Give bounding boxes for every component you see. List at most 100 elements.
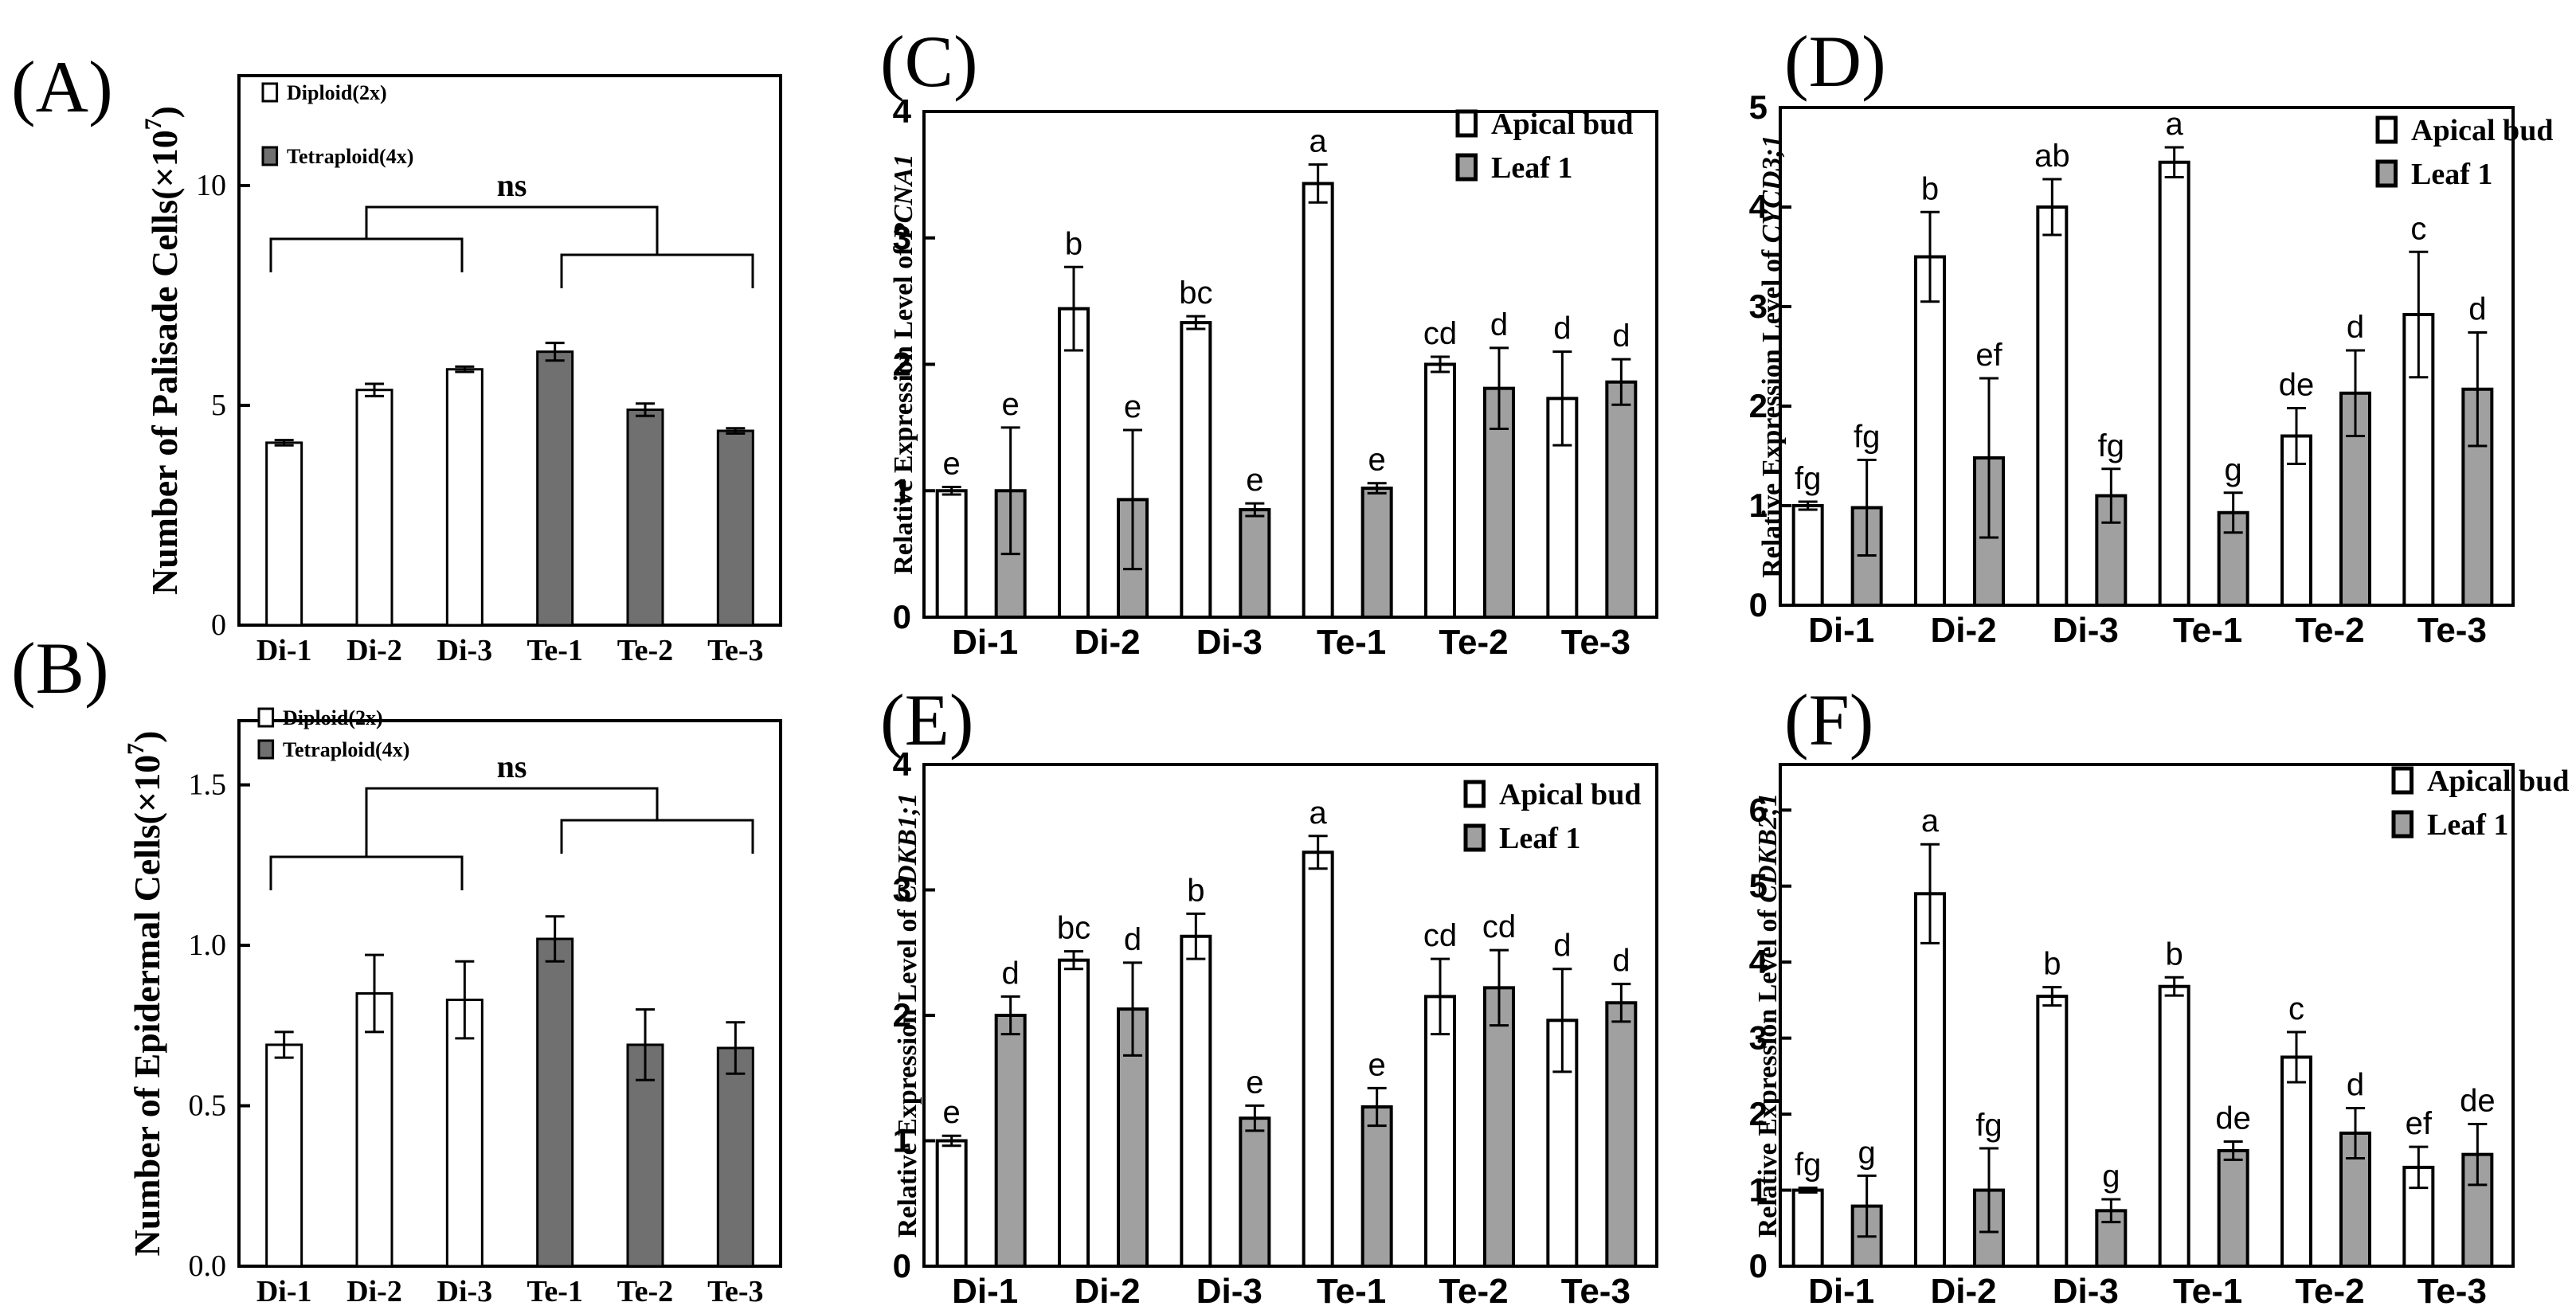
x-tick-label: Te-2 — [1439, 623, 1508, 662]
significance-letter: a — [1921, 804, 1940, 839]
x-tick-label: Te-3 — [2417, 611, 2487, 650]
significance-letter: fg — [1854, 420, 1880, 455]
x-tick-label: Te-2 — [617, 1275, 673, 1306]
ns-bracket-right — [560, 819, 754, 854]
ns-bracket-left — [269, 855, 464, 890]
ns-annotation: ns — [497, 749, 527, 784]
significance-letter: bc — [1057, 911, 1090, 946]
bar-leaf-1 — [994, 1014, 1027, 1268]
legend-swatch — [2375, 159, 2398, 188]
significance-letter: de — [2279, 368, 2315, 403]
legend-label: Apical bud — [2411, 114, 2553, 147]
significance-letter: b — [1921, 171, 1939, 206]
bar-diploid-2x- — [445, 999, 483, 1268]
x-tick-label: Te-3 — [707, 1275, 763, 1306]
bar-tetraploid-4x- — [716, 429, 754, 627]
bar-apical-bud — [1424, 362, 1456, 619]
y-axis-label-gene: CDKB2;1 — [1753, 793, 1783, 903]
bar-apical-bud — [1424, 995, 1456, 1268]
significance-letter: d — [2468, 292, 2486, 327]
significance-letter: e — [1124, 389, 1141, 424]
significance-letter: d — [2347, 310, 2364, 345]
x-tick-label: Di-3 — [2053, 1272, 2119, 1306]
bar-tetraploid-4x- — [536, 937, 574, 1268]
y-axis-label-gene: CDKB1;1 — [893, 793, 922, 903]
legend-label: Leaf 1 — [1491, 151, 1572, 185]
significance-letter: e — [1368, 1047, 1386, 1082]
significance-letter: d — [2347, 1067, 2364, 1102]
x-tick-label: Te-2 — [617, 634, 673, 667]
y-tick-label: 3 — [893, 871, 911, 909]
significance-letter: a — [2166, 107, 2184, 142]
legend-swatch — [1463, 823, 1486, 852]
panel-label: (C) — [880, 21, 978, 102]
bar-apical-bud — [1302, 182, 1334, 620]
x-tick-label: Te-1 — [2173, 611, 2242, 650]
significance-letter: b — [2043, 947, 2061, 982]
y-tick-label: 1.0 — [189, 929, 227, 962]
legend-swatch — [257, 739, 275, 760]
y-tick-label: 10 — [196, 169, 226, 202]
y-axis-label-close: ) — [144, 106, 185, 118]
significance-letter: cd — [1482, 909, 1516, 944]
significance-letter: fg — [1795, 461, 1821, 496]
bar-apical-bud — [1058, 958, 1090, 1268]
legend-swatch — [2391, 810, 2414, 839]
legend-swatch — [261, 146, 279, 166]
y-tick-label: 2 — [893, 996, 911, 1034]
y-tick-label: 1 — [893, 1122, 911, 1159]
y-axis-label-text: Relative Expression Level of — [1757, 243, 1787, 578]
x-tick-label: Di-3 — [437, 1275, 493, 1306]
significance-letter: ef — [1975, 338, 2002, 373]
x-tick-label: Te-1 — [2173, 1272, 2242, 1306]
x-tick-label: Te-1 — [527, 1275, 582, 1306]
y-tick-label: 0 — [893, 598, 911, 635]
bar-leaf-1 — [1483, 986, 1515, 1268]
bar-leaf-1 — [2217, 1148, 2249, 1268]
bar-apical-bud — [2036, 995, 2069, 1268]
bar-tetraploid-4x- — [626, 409, 664, 627]
significance-letter: g — [1858, 1135, 1876, 1170]
x-tick-label: Di-1 — [1808, 611, 1874, 650]
y-tick-label: 0 — [893, 1247, 911, 1284]
significance-letter: d — [1553, 929, 1571, 964]
x-tick-label: Te-3 — [707, 634, 763, 667]
panel-label: (A) — [11, 46, 113, 127]
bar-leaf-1 — [1360, 487, 1393, 620]
bar-apical-bud — [1302, 850, 1334, 1268]
bar-diploid-2x- — [355, 389, 393, 627]
panel-label: (D) — [1784, 21, 1886, 102]
significance-letter: d — [1124, 922, 1141, 957]
bar-apical-bud — [1791, 504, 1824, 607]
y-axis-label: Number of Palisade Cells(×107) — [140, 106, 185, 595]
bar-apical-bud — [2158, 984, 2190, 1269]
y-tick-label: 1 — [1749, 487, 1768, 524]
bar-leaf-1 — [1605, 1001, 1638, 1268]
x-tick-label: Di-2 — [346, 1275, 402, 1306]
y-axis-label-gene: CYCD3;1 — [1757, 135, 1787, 243]
significance-letter: e — [1002, 387, 1020, 422]
y-tick-label: 1 — [893, 471, 911, 509]
y-tick-label: 0 — [1749, 1247, 1768, 1284]
legend-swatch — [1455, 153, 1478, 182]
y-tick-label: 0 — [211, 608, 226, 642]
significance-letter: d — [1553, 311, 1571, 346]
bar-apical-bud — [2158, 160, 2190, 607]
panel-b: (B) 0.0 0.5 1.0 1.5 Number of Epidermal Cells… — [11, 628, 782, 1306]
x-tick-label: Te-3 — [1561, 1272, 1631, 1306]
ns-bracket-left — [269, 237, 464, 272]
ns-bracket-right — [560, 253, 754, 288]
bar-apical-bud — [1180, 321, 1212, 619]
y-tick-label: 3 — [893, 219, 911, 256]
significance-letter: de — [2460, 1084, 2496, 1119]
bar-apical-bud — [2036, 205, 2069, 607]
y-tick-label: 4 — [1749, 188, 1768, 225]
bar-apical-bud — [1180, 934, 1212, 1269]
x-tick-label: Te-1 — [527, 634, 582, 667]
legend-label: Tetraploid(4x) — [287, 145, 413, 168]
x-tick-label: Te-2 — [2295, 1272, 2364, 1306]
y-axis-label: Relative Expression Level of CDKB1;1 — [893, 793, 922, 1238]
x-tick-label: Te-1 — [1317, 623, 1386, 662]
significance-letter: d — [1002, 956, 1020, 991]
